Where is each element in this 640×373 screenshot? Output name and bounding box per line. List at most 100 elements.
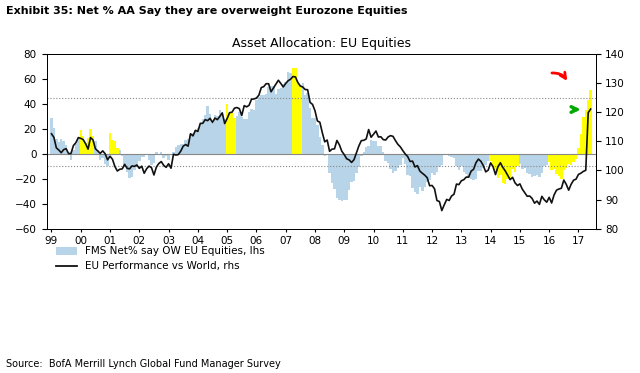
Bar [75, 144, 77, 154]
Bar [194, 130, 196, 154]
Bar [326, 154, 328, 155]
Bar [77, 138, 79, 154]
Bar [377, 145, 380, 154]
Bar [299, 85, 301, 154]
Bar [111, 140, 114, 154]
Bar [145, 154, 148, 155]
Text: Source:  BofA Merrill Lynch Global Fund Manager Survey: Source: BofA Merrill Lynch Global Fund M… [6, 359, 281, 369]
Bar [182, 144, 184, 154]
Bar [228, 113, 231, 154]
Bar [316, 125, 319, 154]
Bar [102, 154, 104, 159]
Bar [560, 154, 563, 179]
Bar [168, 154, 170, 160]
Bar [570, 154, 572, 165]
Bar [582, 117, 584, 154]
Title: Asset Allocation: EU Equities: Asset Allocation: EU Equities [232, 37, 411, 50]
Bar [355, 154, 358, 173]
Bar [409, 154, 412, 176]
Bar [309, 108, 311, 154]
Bar [436, 154, 438, 172]
Bar [141, 154, 143, 157]
Bar [497, 154, 499, 178]
Bar [426, 154, 428, 182]
Bar [177, 145, 180, 154]
Bar [463, 154, 465, 172]
Bar [538, 154, 541, 177]
Bar [79, 129, 82, 154]
Bar [545, 154, 548, 165]
Bar [518, 154, 521, 164]
Bar [248, 112, 250, 154]
Bar [231, 113, 233, 154]
Bar [516, 154, 518, 166]
Bar [389, 154, 392, 169]
Bar [553, 154, 556, 169]
Bar [460, 154, 463, 166]
Bar [51, 118, 52, 154]
Bar [236, 116, 238, 154]
Bar [580, 134, 582, 154]
Bar [367, 146, 370, 154]
Bar [255, 100, 258, 154]
Bar [307, 93, 309, 154]
Bar [465, 154, 467, 174]
Bar [589, 90, 592, 154]
Bar [504, 154, 506, 184]
Bar [333, 154, 336, 189]
Bar [490, 154, 492, 161]
Bar [297, 82, 299, 154]
Bar [365, 147, 367, 154]
Bar [331, 154, 333, 183]
Bar [584, 110, 587, 154]
Legend: FMS Net% say OW EU Equities, lhs, EU Performance vs World, rhs: FMS Net% say OW EU Equities, lhs, EU Per… [52, 242, 269, 276]
Bar [336, 154, 338, 198]
Bar [319, 137, 321, 154]
Bar [568, 154, 570, 164]
Bar [70, 154, 72, 160]
Bar [153, 154, 155, 163]
Bar [272, 86, 275, 154]
Bar [572, 154, 575, 163]
Bar [90, 129, 92, 154]
Bar [289, 73, 292, 154]
Bar [82, 136, 84, 154]
Bar [548, 154, 550, 162]
Bar [350, 154, 353, 182]
Bar [114, 141, 116, 154]
Bar [189, 134, 192, 154]
Bar [104, 154, 106, 164]
Bar [419, 154, 421, 187]
Bar [536, 154, 538, 175]
Bar [243, 119, 245, 154]
Bar [502, 154, 504, 183]
Bar [358, 154, 360, 167]
Bar [492, 154, 494, 167]
Bar [118, 150, 121, 154]
Bar [99, 154, 102, 160]
Bar [155, 151, 157, 154]
Bar [556, 154, 557, 175]
Bar [346, 154, 348, 200]
Bar [63, 141, 65, 154]
Text: Exhibit 35: Net % AA Say they are overweight Eurozone Equities: Exhibit 35: Net % AA Say they are overwe… [6, 6, 408, 16]
Bar [343, 154, 346, 200]
Bar [165, 154, 168, 156]
Bar [94, 141, 97, 154]
Bar [265, 94, 268, 154]
Bar [587, 100, 589, 154]
Bar [204, 115, 206, 154]
Bar [353, 154, 355, 181]
Bar [414, 154, 416, 192]
Bar [453, 154, 455, 158]
Bar [116, 148, 118, 154]
Bar [399, 154, 401, 165]
Bar [321, 145, 323, 154]
Bar [175, 147, 177, 154]
Bar [526, 154, 529, 173]
Bar [206, 106, 209, 154]
Bar [136, 154, 138, 166]
Bar [340, 154, 343, 201]
Bar [323, 154, 326, 156]
Bar [258, 97, 260, 154]
